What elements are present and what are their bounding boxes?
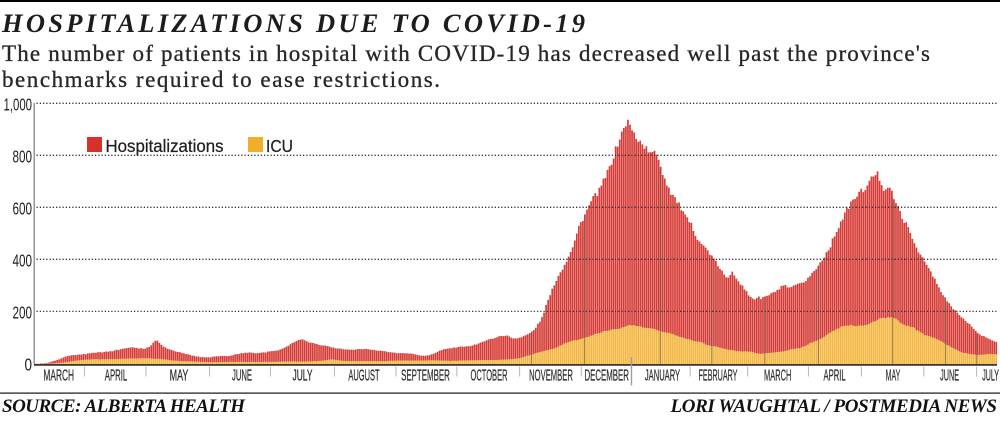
- svg-text:The number of patients in hosp: The number of patients in hospital with …: [2, 41, 930, 66]
- svg-text:DECEMBER: DECEMBER: [584, 367, 629, 384]
- svg-text:FEBRUARY: FEBRUARY: [699, 367, 738, 384]
- svg-text:Hospitalizations: Hospitalizations: [106, 136, 224, 156]
- svg-text:600: 600: [13, 198, 33, 218]
- svg-text:HOSPITALIZATIONS DUE TO COVID-: HOSPITALIZATIONS DUE TO COVID-19: [1, 8, 585, 38]
- svg-text:JANUARY: JANUARY: [645, 367, 680, 384]
- svg-text:0: 0: [25, 354, 33, 374]
- svg-text:NOVEMBER: NOVEMBER: [529, 367, 573, 384]
- svg-text:400: 400: [13, 250, 33, 270]
- svg-text:OCTOBER: OCTOBER: [471, 367, 508, 384]
- svg-text:SOURCE: ALBERTA HEALTH: SOURCE: ALBERTA HEALTH: [2, 396, 246, 417]
- svg-text:MAY: MAY: [886, 367, 901, 384]
- svg-text:APRIL: APRIL: [105, 367, 128, 384]
- svg-text:JULY: JULY: [982, 367, 999, 384]
- svg-text:ICU: ICU: [266, 136, 293, 156]
- svg-text:200: 200: [13, 302, 33, 322]
- svg-text:1,000: 1,000: [4, 94, 33, 114]
- svg-text:AUGUST: AUGUST: [348, 367, 379, 384]
- svg-text:SEPTEMBER: SEPTEMBER: [401, 367, 450, 384]
- svg-text:MARCH: MARCH: [43, 367, 74, 384]
- svg-text:benchmarks required to ease re: benchmarks required to ease restrictions…: [2, 67, 440, 92]
- svg-text:JULY: JULY: [293, 367, 313, 384]
- svg-text:MARCH: MARCH: [764, 367, 791, 384]
- svg-text:LORI WAUGHTAL / POSTMEDIA NEWS: LORI WAUGHTAL / POSTMEDIA NEWS: [670, 396, 998, 417]
- svg-text:MAY: MAY: [170, 367, 189, 384]
- svg-text:JUNE: JUNE: [232, 367, 252, 384]
- svg-text:800: 800: [13, 146, 33, 166]
- svg-text:JUNE: JUNE: [940, 367, 959, 384]
- svg-text:APRIL: APRIL: [824, 367, 846, 384]
